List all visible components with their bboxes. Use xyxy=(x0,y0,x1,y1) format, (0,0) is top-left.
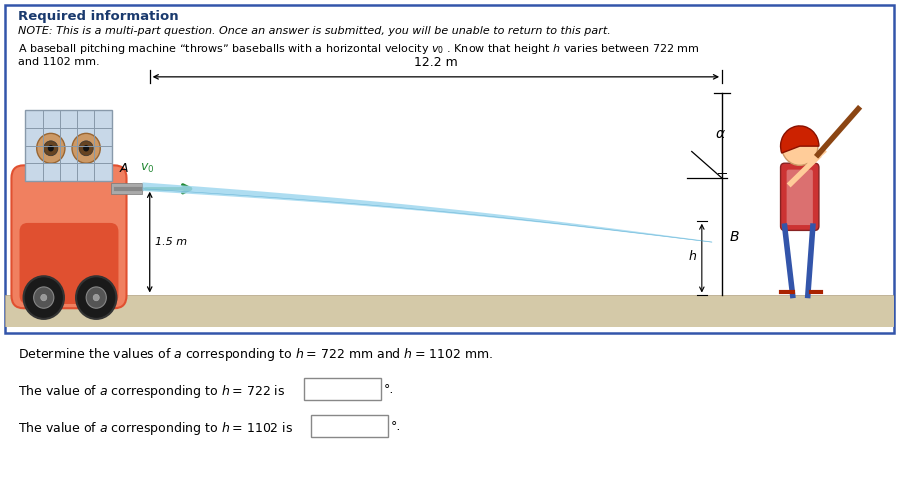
FancyBboxPatch shape xyxy=(12,165,127,308)
Text: Determine the values of $a$ corresponding to $h$ = 722 mm and $h$ = 1102 mm.: Determine the values of $a$ correspondin… xyxy=(18,346,494,363)
Circle shape xyxy=(23,276,64,319)
FancyBboxPatch shape xyxy=(311,415,388,437)
Circle shape xyxy=(40,294,47,301)
Text: A baseball pitching machine “throws” baseballs with a horizontal velocity $v_0$ : A baseball pitching machine “throws” bas… xyxy=(18,42,699,56)
Text: B: B xyxy=(730,230,740,244)
FancyBboxPatch shape xyxy=(5,5,894,333)
Text: °.: °. xyxy=(391,420,401,433)
Wedge shape xyxy=(780,126,819,153)
Text: $\alpha$: $\alpha$ xyxy=(715,127,725,141)
Circle shape xyxy=(86,287,106,308)
FancyBboxPatch shape xyxy=(787,170,813,225)
Circle shape xyxy=(37,133,65,163)
Circle shape xyxy=(76,276,117,319)
Text: $h$: $h$ xyxy=(688,249,697,263)
Polygon shape xyxy=(143,183,712,242)
Circle shape xyxy=(781,127,818,165)
FancyBboxPatch shape xyxy=(304,378,381,400)
Text: °.: °. xyxy=(384,383,395,396)
Circle shape xyxy=(83,145,89,152)
Circle shape xyxy=(44,141,58,156)
FancyBboxPatch shape xyxy=(20,223,119,304)
Text: Required information: Required information xyxy=(18,10,179,23)
Text: 12.2 m: 12.2 m xyxy=(414,56,458,69)
Bar xyxy=(111,184,142,194)
Text: The value of $a$ corresponding to $h$ = 1102 is: The value of $a$ corresponding to $h$ = … xyxy=(18,420,293,437)
Circle shape xyxy=(48,145,54,152)
Text: and 1102 mm.: and 1102 mm. xyxy=(18,57,100,67)
Text: The value of $a$ corresponding to $h$ = 722 is: The value of $a$ corresponding to $h$ = … xyxy=(18,383,285,400)
Bar xyxy=(5,295,894,327)
Text: A: A xyxy=(120,162,128,175)
Circle shape xyxy=(79,141,93,156)
Text: NOTE: This is a multi-part question. Once an answer is submitted, you will be un: NOTE: This is a multi-part question. Onc… xyxy=(18,26,610,36)
Text: $v_0$: $v_0$ xyxy=(139,162,154,175)
Circle shape xyxy=(93,294,99,301)
FancyBboxPatch shape xyxy=(780,163,819,230)
FancyBboxPatch shape xyxy=(24,110,112,181)
Circle shape xyxy=(33,287,54,308)
Circle shape xyxy=(72,133,101,163)
Text: 1.5 m: 1.5 m xyxy=(155,237,187,247)
